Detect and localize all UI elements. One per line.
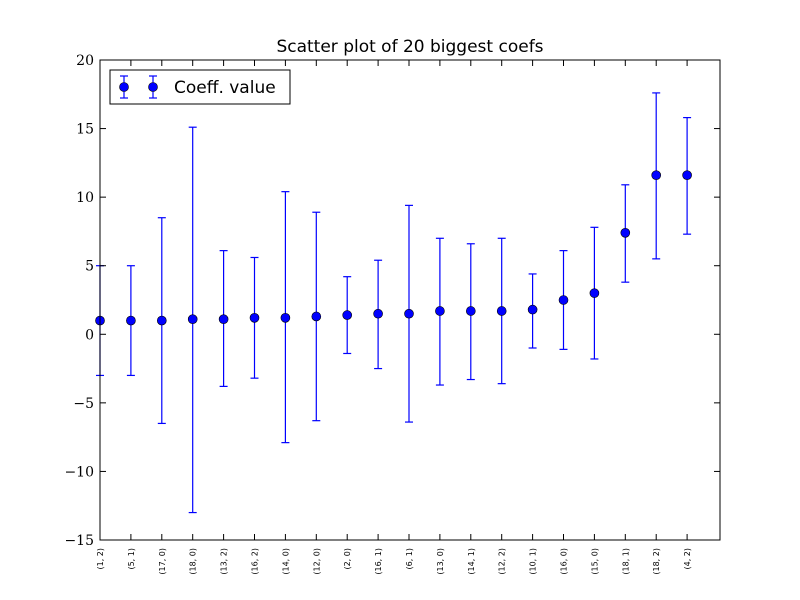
- x-tick-label: (12, 2): [498, 548, 507, 575]
- data-point: [558, 295, 569, 305]
- chart-title: Scatter plot of 20 biggest coefs: [276, 37, 543, 57]
- data-point: [589, 288, 600, 298]
- data-point-group: [249, 256, 260, 379]
- data-point: [527, 304, 538, 315]
- y-tick-label: −5: [73, 396, 94, 412]
- data-point-group: [187, 126, 198, 514]
- y-tick-label: 15: [76, 122, 94, 138]
- y-tick-label: −10: [64, 464, 94, 480]
- legend: Coeff. value: [109, 69, 291, 105]
- data-point-group: [218, 250, 229, 387]
- x-tick-label: (4, 2): [683, 548, 692, 570]
- x-tick-label: (14, 1): [467, 548, 476, 575]
- data-point: [682, 170, 692, 180]
- x-tick-label: (18, 2): [652, 548, 661, 575]
- data-point-group: [157, 217, 167, 425]
- x-tick-label: (10, 1): [529, 548, 538, 575]
- x-tick-label: (15, 0): [590, 548, 599, 575]
- y-tick-label: −15: [64, 533, 94, 549]
- data-point-group: [311, 211, 322, 422]
- x-tick-label: (13, 0): [436, 548, 445, 575]
- data-point: [435, 306, 445, 316]
- data-point-group: [126, 265, 136, 377]
- data-point-group: [342, 276, 353, 355]
- x-tick-label: (13, 2): [220, 548, 229, 575]
- data-point: [373, 308, 383, 319]
- data-point: [651, 170, 662, 180]
- data-point: [465, 306, 476, 316]
- data-point: [280, 313, 291, 323]
- y-tick-label: 0: [85, 327, 94, 343]
- data-point-group: [465, 243, 476, 381]
- x-tick-label: (16, 2): [251, 548, 260, 575]
- data-point: [311, 311, 322, 322]
- x-tick-label: (16, 1): [374, 548, 383, 575]
- data-point: [404, 308, 414, 319]
- data-point: [187, 314, 198, 325]
- x-tick-label: (5, 1): [127, 548, 136, 570]
- data-point-group: [435, 237, 445, 386]
- data-point-group: [496, 237, 507, 385]
- data-point: [496, 306, 507, 316]
- data-point-group: [620, 184, 631, 283]
- y-tick-label: 5: [85, 259, 94, 275]
- x-axis: (1, 2) (5, 1) (17, 0) (18, 0) (13, 2) (16, 2)…: [96, 60, 692, 575]
- data-point: [342, 310, 353, 320]
- plot-frame: [99, 59, 721, 541]
- legend-marker: [119, 75, 158, 99]
- plot-marks: [95, 92, 692, 514]
- y-tick-label: 10: [76, 190, 94, 206]
- data-point: [249, 313, 260, 323]
- data-point-group: [373, 259, 383, 370]
- data-point-group: [280, 191, 291, 444]
- x-tick-label: (1, 2): [96, 548, 105, 570]
- x-tick-label: (18, 0): [189, 548, 198, 575]
- data-point-group: [558, 250, 569, 350]
- data-point: [218, 314, 229, 325]
- x-tick-label: (14, 0): [281, 548, 290, 575]
- data-point-group: [589, 226, 600, 360]
- y-axis: 20 15 10 5 0 −5 −10 −15: [64, 53, 720, 549]
- data-point: [157, 315, 167, 326]
- data-point-group: [682, 116, 692, 235]
- x-tick-label: (18, 1): [621, 548, 630, 575]
- data-point: [620, 228, 631, 238]
- x-tick-label: (12, 0): [312, 548, 321, 575]
- x-tick-label: (16, 0): [560, 548, 569, 575]
- legend-label: Coeff. value: [174, 78, 276, 98]
- x-tick-label: (2, 0): [343, 548, 352, 570]
- data-point-group: [404, 204, 414, 423]
- x-tick-label: (17, 0): [158, 548, 167, 575]
- data-point-group: [651, 92, 662, 260]
- data-point: [126, 315, 136, 326]
- legend-box: [109, 69, 291, 105]
- x-tick-label: (6, 1): [405, 548, 414, 570]
- data-point-group: [527, 273, 538, 349]
- y-tick-label: 20: [76, 53, 94, 69]
